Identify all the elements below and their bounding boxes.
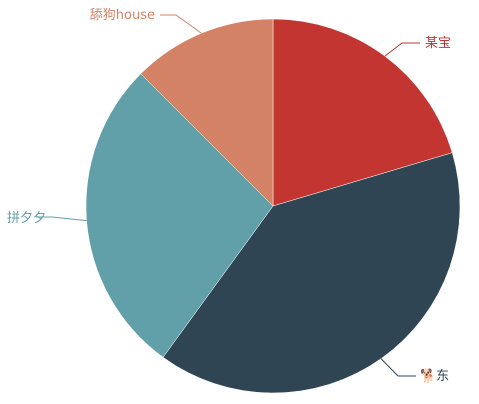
leader-line-3 — [160, 14, 202, 34]
slice-label-3: 舔狗house — [90, 8, 155, 23]
pie-slice-3[interactable] — [140, 18, 274, 207]
pie-slices — [85, 18, 461, 394]
slice-label-2: 拼夕夕 — [7, 211, 46, 226]
slice-label-1: 🐕东 — [420, 368, 449, 384]
leader-line-1 — [380, 358, 416, 377]
pie-slice-1[interactable] — [162, 152, 461, 394]
leader-line-2 — [36, 216, 87, 222]
pie-slice-2[interactable] — [85, 73, 274, 358]
leader-line-0 — [384, 42, 420, 57]
slice-label-0: 某宝 — [425, 36, 451, 51]
pie-labels: 某宝 🐕东 拼夕夕 舔狗house — [7, 8, 451, 384]
